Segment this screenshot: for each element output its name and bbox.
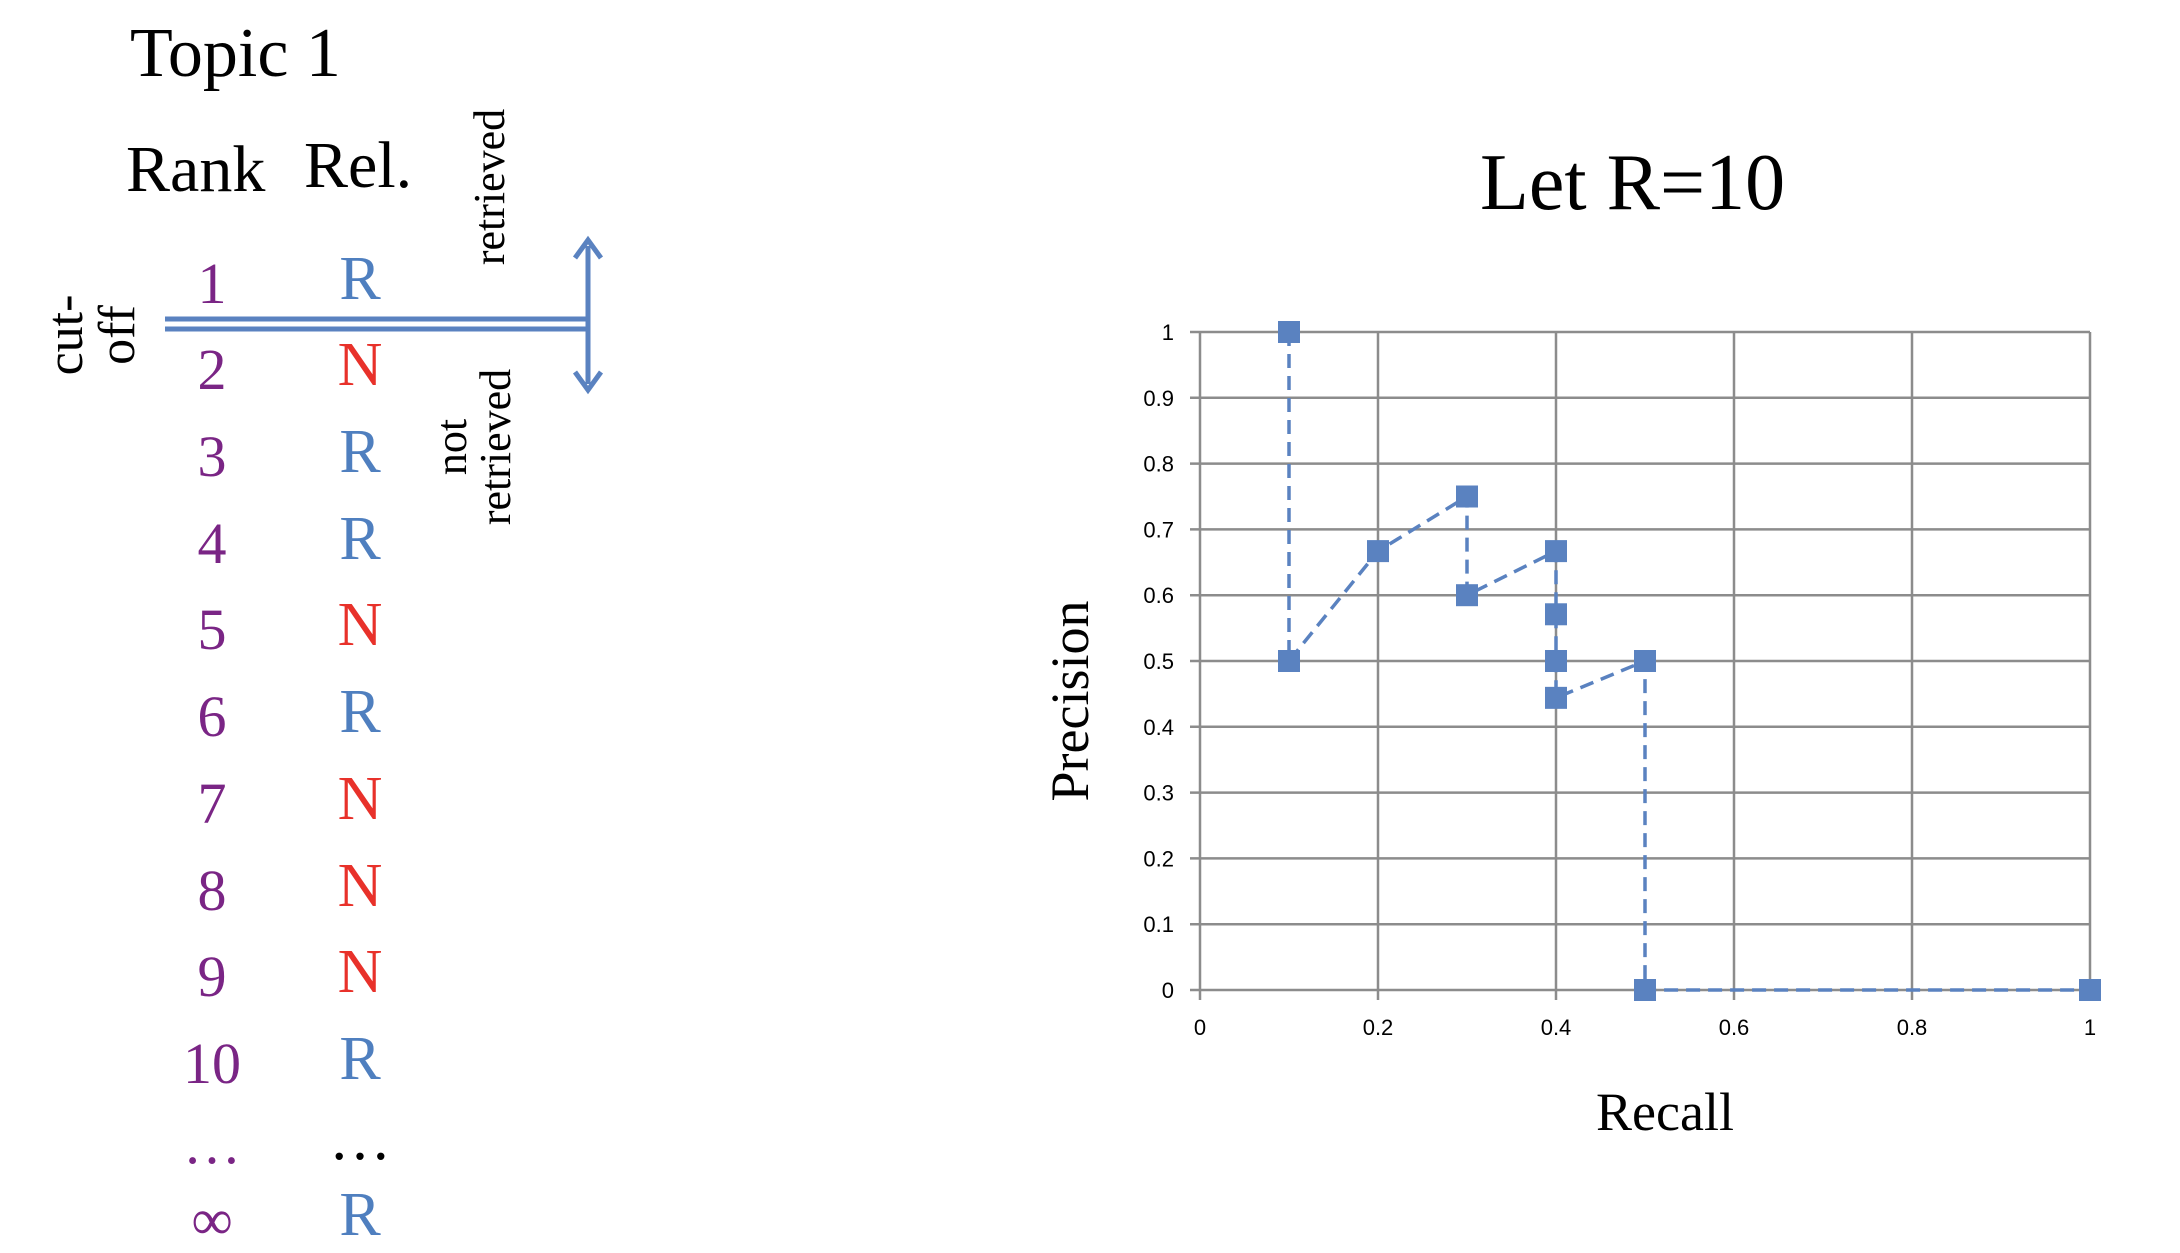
series-line (1287, 332, 2090, 992)
y-axis-label: Precision (1040, 601, 1100, 802)
y-tick-label: 0.3 (1143, 781, 1174, 806)
rank-item: 5 (197, 597, 227, 662)
relevance-item: R (339, 505, 381, 573)
x-tick-label: 0.6 (1719, 1015, 1750, 1040)
relevance-item: N (337, 331, 383, 399)
y-tick-label: 0.5 (1143, 649, 1174, 674)
rank-item: 1 (197, 251, 227, 316)
plot-area: 0 0.1 0.2 0.3 0.4 0.5 0.6 0.7 0.8 0.9 1 0 0.2 0.4 0.6 0… (1040, 320, 2101, 1142)
relevance-item: R (339, 1181, 381, 1249)
y-tick-label: 0.8 (1143, 452, 1174, 477)
y-tick-label: 1 (1162, 320, 1174, 345)
y-tick-label: 0.4 (1143, 715, 1174, 740)
data-point (1545, 650, 1567, 672)
data-point (1456, 485, 1478, 508)
data-point (1278, 650, 1300, 672)
y-tick-label: 0.9 (1143, 386, 1174, 411)
rank-item: 10 (183, 1031, 241, 1096)
rank-item: 4 (197, 511, 227, 576)
x-axis-label: Recall (1596, 1082, 1734, 1142)
x-tick-label: 0 (1194, 1015, 1206, 1040)
relevance-item: R (339, 418, 381, 486)
rank-item: 8 (197, 858, 227, 923)
y-tick-label: 0.6 (1143, 583, 1174, 608)
rank-item: ∞ (191, 1187, 233, 1252)
chart-title: Let R=10 (1480, 139, 1786, 227)
data-point (1545, 686, 1567, 709)
data-point (1278, 321, 1300, 343)
data-point (1634, 979, 1656, 1001)
relevance-item: N (337, 765, 383, 833)
relevance-item: N (337, 852, 383, 920)
data-point (1634, 650, 1656, 672)
y-tick-label: 0.7 (1143, 517, 1174, 542)
y-tick-label: 0.1 (1143, 912, 1174, 937)
data-point (1367, 540, 1389, 563)
relevance-item: N (337, 938, 383, 1006)
relevance-item: R (339, 678, 381, 746)
x-tick-label: 0.8 (1897, 1015, 1928, 1040)
relevance-column-header: Rel. (304, 129, 413, 202)
cutoff-marker (165, 235, 604, 395)
y-tick-label: 0.2 (1143, 846, 1174, 871)
relevance-item: R (339, 245, 381, 313)
rank-column-header: Rank (126, 133, 266, 206)
arrow-down-icon (572, 370, 604, 395)
relevance-item: … (329, 1105, 391, 1173)
data-point (1545, 540, 1567, 563)
x-tick-label: 0.2 (1363, 1015, 1394, 1040)
topic-title: Topic 1 (130, 15, 341, 92)
rank-item: 7 (197, 771, 227, 836)
relevance-item: N (337, 591, 383, 659)
relevance-item: R (339, 1025, 381, 1093)
data-point (1545, 603, 1567, 626)
rank-item: 9 (197, 944, 227, 1009)
data-point (1456, 584, 1478, 607)
rank-item: … (183, 1111, 241, 1176)
rank-item: 3 (197, 424, 227, 489)
rank-item: 6 (197, 684, 227, 749)
x-tick-label: 0.4 (1541, 1015, 1572, 1040)
rank-item: 2 (197, 337, 227, 402)
x-tick-label: 1 (2084, 1015, 2096, 1040)
y-tick-label: 0 (1162, 978, 1174, 1003)
arrow-up-icon (572, 235, 604, 260)
data-point (2079, 979, 2101, 1001)
